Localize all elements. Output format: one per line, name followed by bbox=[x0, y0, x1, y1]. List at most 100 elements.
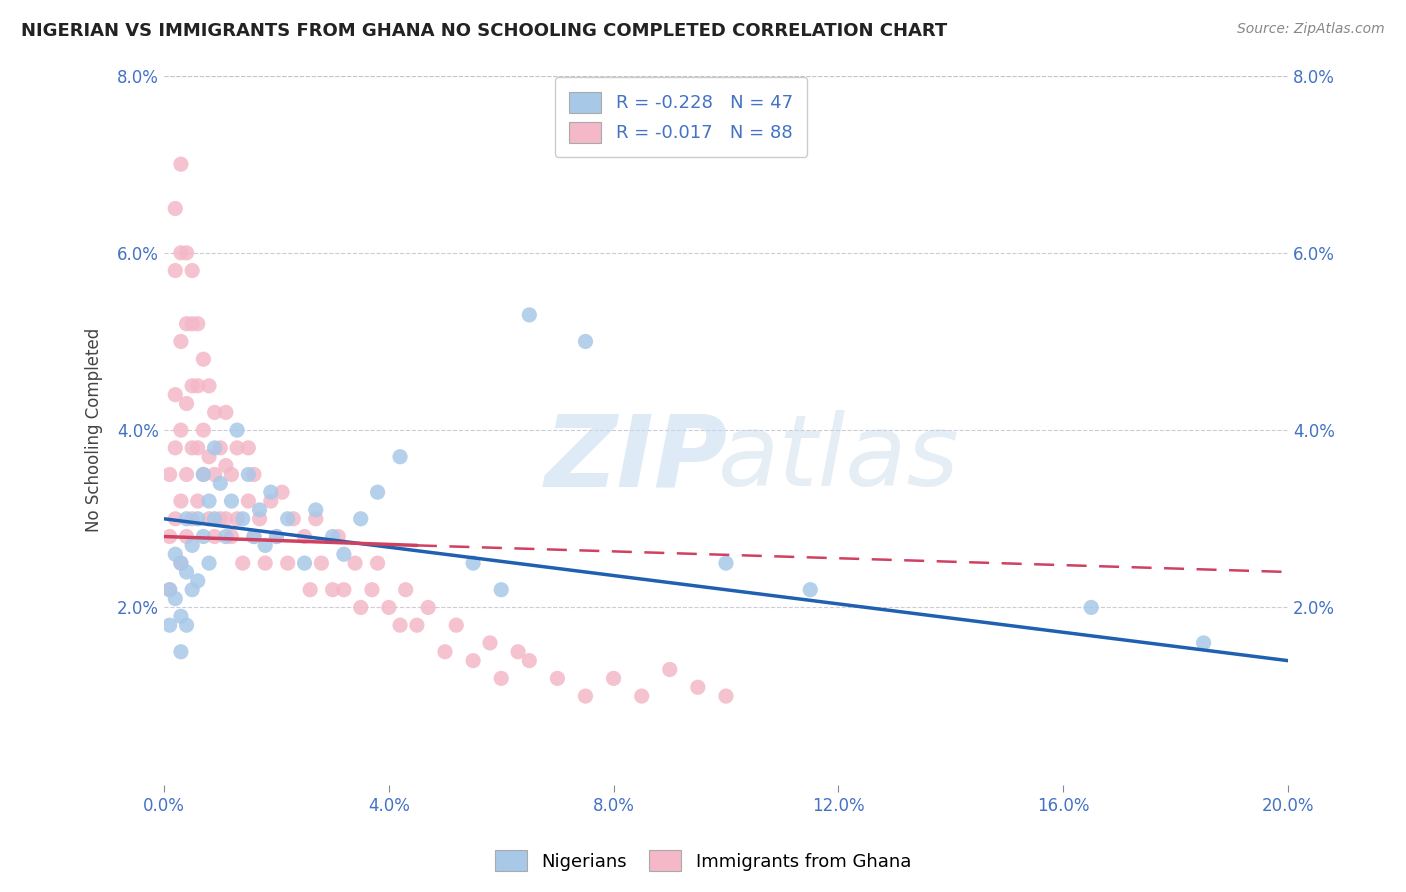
Point bbox=[193, 467, 215, 482]
Point bbox=[243, 529, 266, 543]
Point bbox=[266, 529, 288, 543]
Point bbox=[406, 618, 429, 632]
Point bbox=[294, 529, 316, 543]
Point bbox=[686, 680, 709, 694]
Point bbox=[305, 512, 328, 526]
Point bbox=[170, 645, 193, 659]
Point bbox=[170, 556, 193, 570]
Point bbox=[198, 494, 221, 508]
Point bbox=[193, 352, 215, 367]
Point bbox=[170, 245, 193, 260]
Point bbox=[187, 494, 209, 508]
Point bbox=[489, 672, 512, 686]
Point bbox=[434, 645, 457, 659]
Point bbox=[159, 582, 181, 597]
Point bbox=[165, 512, 187, 526]
Point bbox=[170, 494, 193, 508]
Point bbox=[254, 556, 277, 570]
Point bbox=[193, 467, 215, 482]
Point bbox=[305, 503, 328, 517]
Point bbox=[418, 600, 440, 615]
Point bbox=[389, 618, 412, 632]
Point bbox=[165, 202, 187, 216]
Point bbox=[254, 538, 277, 552]
Point bbox=[238, 441, 260, 455]
Point bbox=[350, 512, 373, 526]
Point bbox=[176, 317, 198, 331]
Point bbox=[489, 582, 512, 597]
Point bbox=[243, 529, 266, 543]
Point bbox=[478, 636, 501, 650]
Point bbox=[714, 556, 737, 570]
Point bbox=[198, 556, 221, 570]
Legend: R = -0.228   N = 47, R = -0.017   N = 88: R = -0.228 N = 47, R = -0.017 N = 88 bbox=[554, 78, 807, 157]
Point bbox=[204, 467, 226, 482]
Point bbox=[215, 458, 238, 473]
Point bbox=[630, 689, 652, 703]
Point bbox=[299, 582, 322, 597]
Point bbox=[204, 441, 226, 455]
Point bbox=[378, 600, 401, 615]
Point bbox=[328, 529, 350, 543]
Point bbox=[517, 308, 540, 322]
Point bbox=[193, 529, 215, 543]
Y-axis label: No Schooling Completed: No Schooling Completed bbox=[86, 328, 103, 533]
Point bbox=[187, 441, 209, 455]
Point bbox=[193, 423, 215, 437]
Point bbox=[344, 556, 367, 570]
Point bbox=[176, 467, 198, 482]
Point bbox=[170, 556, 193, 570]
Point bbox=[204, 512, 226, 526]
Point bbox=[271, 485, 294, 500]
Text: NIGERIAN VS IMMIGRANTS FROM GHANA NO SCHOOLING COMPLETED CORRELATION CHART: NIGERIAN VS IMMIGRANTS FROM GHANA NO SCH… bbox=[21, 22, 948, 40]
Point bbox=[517, 654, 540, 668]
Point bbox=[249, 503, 271, 517]
Point bbox=[165, 441, 187, 455]
Point bbox=[181, 317, 204, 331]
Point bbox=[238, 467, 260, 482]
Point bbox=[221, 529, 243, 543]
Legend: Nigerians, Immigrants from Ghana: Nigerians, Immigrants from Ghana bbox=[488, 843, 918, 879]
Text: Source: ZipAtlas.com: Source: ZipAtlas.com bbox=[1237, 22, 1385, 37]
Point bbox=[546, 672, 568, 686]
Point bbox=[461, 556, 484, 570]
Point bbox=[658, 663, 681, 677]
Point bbox=[221, 467, 243, 482]
Point bbox=[187, 317, 209, 331]
Point bbox=[209, 441, 232, 455]
Point bbox=[165, 387, 187, 401]
Point bbox=[238, 494, 260, 508]
Point bbox=[176, 529, 198, 543]
Point bbox=[181, 582, 204, 597]
Point bbox=[226, 441, 249, 455]
Text: atlas: atlas bbox=[717, 410, 959, 507]
Point bbox=[165, 263, 187, 277]
Point bbox=[159, 582, 181, 597]
Point bbox=[602, 672, 624, 686]
Point bbox=[204, 405, 226, 419]
Point bbox=[215, 529, 238, 543]
Point bbox=[389, 450, 412, 464]
Point bbox=[367, 556, 389, 570]
Point bbox=[322, 529, 344, 543]
Point bbox=[461, 654, 484, 668]
Point bbox=[187, 512, 209, 526]
Point bbox=[367, 485, 389, 500]
Point bbox=[159, 529, 181, 543]
Point bbox=[181, 512, 204, 526]
Point bbox=[311, 556, 333, 570]
Point bbox=[714, 689, 737, 703]
Point bbox=[159, 618, 181, 632]
Point bbox=[260, 494, 283, 508]
Point bbox=[1192, 636, 1215, 650]
Point bbox=[176, 565, 198, 579]
Point bbox=[176, 618, 198, 632]
Point bbox=[176, 512, 198, 526]
Point bbox=[226, 423, 249, 437]
Point bbox=[266, 529, 288, 543]
Point bbox=[574, 334, 596, 349]
Point bbox=[221, 494, 243, 508]
Point bbox=[170, 423, 193, 437]
Point bbox=[170, 334, 193, 349]
Point bbox=[176, 245, 198, 260]
